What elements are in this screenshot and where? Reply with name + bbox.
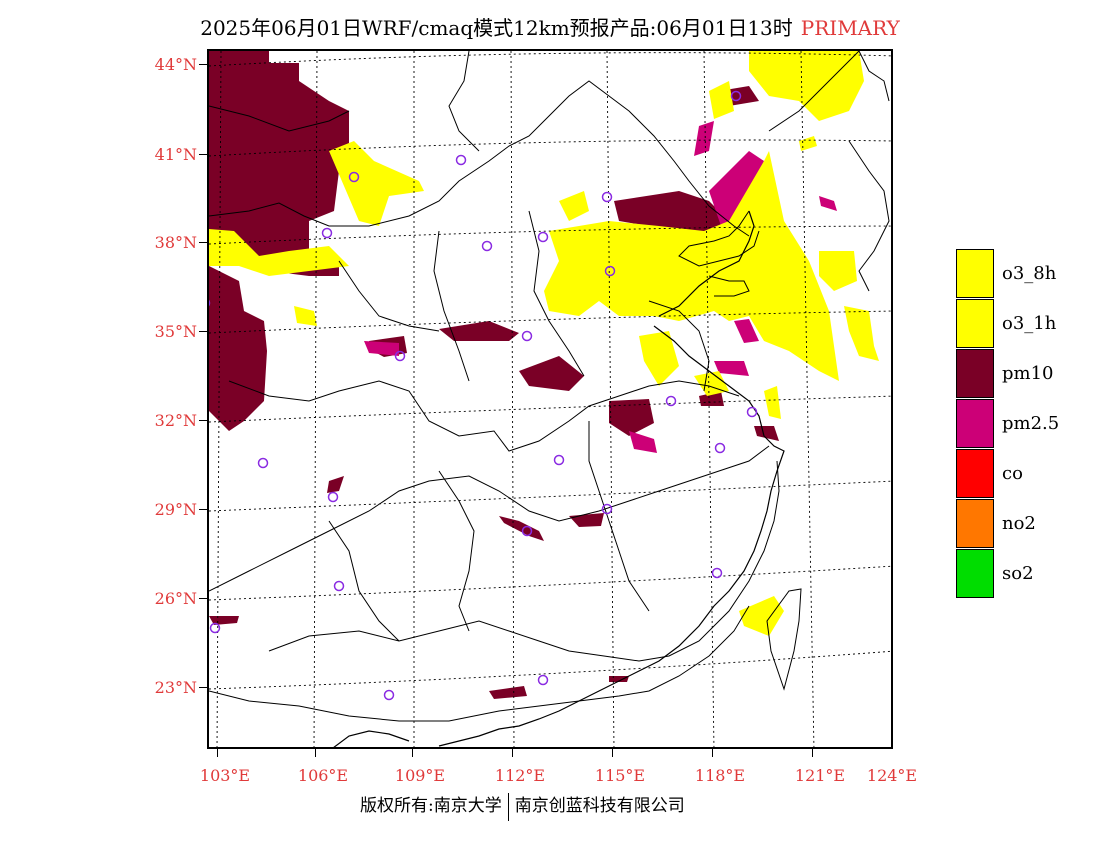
copyright-right: 南京创蓝科技有限公司 [514,796,685,816]
title-main: 2025年06月01日WRF/cmaq模式12km预报产品:06月01日13时 [200,16,793,40]
lon-label: 112°E [494,766,546,785]
lon-label: 118°E [694,766,746,785]
lon-label: 109°E [394,766,446,785]
y-tick [199,598,207,599]
legend-swatch [956,499,994,548]
x-tick [512,749,513,757]
map-panel [207,49,893,749]
x-tick [712,749,713,757]
legend-swatch [956,549,994,598]
x-tick [612,749,613,757]
lat-label: 35°N [154,322,197,341]
lat-label: 41°N [154,145,197,164]
lat-label: 29°N [154,500,197,519]
y-tick [199,687,207,688]
footer-divider [507,792,509,821]
lat-label: 32°N [154,411,197,430]
legend-label: pm2.5 [1002,413,1060,434]
x-tick [217,749,218,757]
chart-title: 2025年06月01日WRF/cmaq模式12km预报产品:06月01日13时 P… [0,12,1100,41]
lat-label: 26°N [154,589,197,608]
map-svg [209,51,891,747]
x-tick [812,749,813,757]
legend-label: o3_1h [1002,313,1057,334]
copyright-footer: 版权所有:南京大学 南京创蓝科技有限公司 [360,791,685,821]
field-pm10 [209,51,779,699]
lon-label: 115°E [594,766,646,785]
legend-label: co [1002,463,1023,484]
boundaries [209,51,890,722]
y-tick [199,242,207,243]
legend-label: no2 [1002,513,1036,534]
field-pm25 [364,121,837,453]
title-tag: PRIMARY [800,16,900,40]
lat-label: 23°N [154,678,197,697]
lon-label: 103°E [199,766,251,785]
lon-label: 106°E [297,766,349,785]
y-tick [199,64,207,65]
lat-label: 38°N [154,233,197,252]
legend-swatch [956,249,994,298]
legend-label: pm10 [1002,363,1054,384]
legend-swatch [956,299,994,348]
y-tick [199,509,207,510]
coastline [333,210,785,747]
y-tick [199,420,207,421]
x-tick [412,749,413,757]
legend-swatch [956,449,994,498]
lon-label: 124°E [866,766,918,785]
legend-label: so2 [1002,563,1034,584]
copyright-left: 版权所有:南京大学 [360,796,502,816]
y-tick [199,331,207,332]
field-o3 [209,51,879,636]
legend-swatch [956,349,994,398]
lat-label: 44°N [154,55,197,74]
legend-label: o3_8h [1002,263,1057,284]
station-markers [209,90,758,701]
lon-label: 121°E [794,766,846,785]
x-tick [315,749,316,757]
legend-swatch [956,399,994,448]
y-tick [199,154,207,155]
graticule [209,51,891,747]
